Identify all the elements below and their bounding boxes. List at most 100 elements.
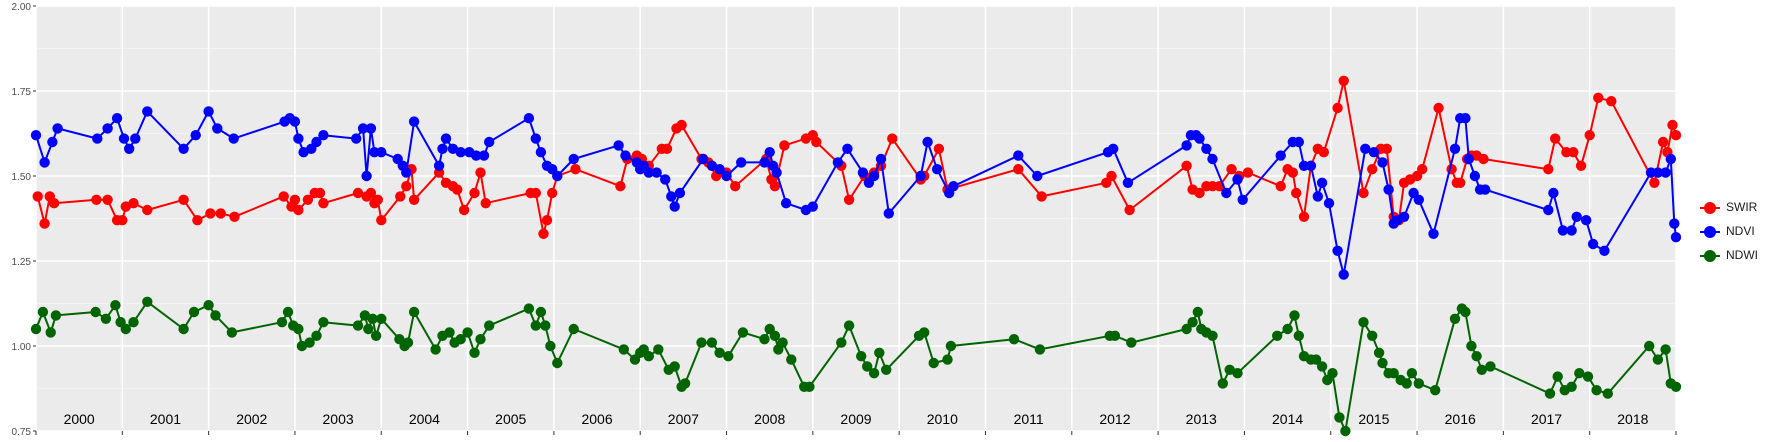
data-point-swir: [293, 204, 304, 216]
data-point-ndwi: [370, 330, 382, 341]
data-point-ndwi: [142, 296, 153, 307]
data-point-ndvi: [1428, 228, 1439, 239]
data-point-ndvi: [1480, 184, 1491, 195]
data-point-swir: [1318, 147, 1330, 158]
data-point-ndvi: [408, 116, 420, 127]
data-point-ndwi: [352, 320, 364, 331]
data-point-swir: [278, 191, 289, 202]
data-point-ndwi: [282, 306, 294, 318]
data-point-ndvi: [401, 167, 412, 178]
data-point-ndvi: [714, 164, 725, 175]
data-point-ndwi: [430, 344, 441, 355]
data-point-ndvi: [1305, 160, 1317, 171]
year-label: 2014: [1272, 411, 1303, 427]
data-point-ndwi: [1367, 330, 1378, 341]
year-label: 2007: [668, 411, 699, 427]
data-point-ndvi: [289, 116, 301, 127]
data-point-swir: [769, 181, 781, 192]
data-point-swir: [1036, 191, 1047, 202]
data-point-swir: [730, 181, 741, 192]
data-point-ndvi: [142, 106, 153, 117]
data-point-ndvi: [111, 113, 123, 124]
data-point-swir: [1667, 119, 1678, 131]
data-point-ndwi: [484, 320, 495, 331]
data-point-ndwi: [919, 327, 930, 338]
data-point-ndwi: [568, 323, 579, 335]
data-point-ndvi: [30, 130, 42, 141]
data-point-ndwi: [737, 327, 749, 338]
data-point-ndvi: [857, 167, 869, 178]
data-point-ndwi: [769, 330, 781, 341]
data-point-swir: [933, 143, 945, 154]
data-point-ndvi: [1413, 194, 1425, 205]
data-point-ndwi: [1413, 378, 1425, 389]
data-point-ndwi: [530, 320, 541, 331]
data-point-swir: [1606, 96, 1617, 107]
data-point-swir: [1417, 164, 1428, 175]
data-point-ndwi: [1181, 323, 1192, 335]
data-point-ndvi: [1275, 150, 1286, 161]
y-tick-label: 1.75: [12, 87, 32, 98]
year-label: 2000: [64, 411, 95, 427]
data-point-ndvi: [1669, 218, 1680, 229]
data-point-ndvi: [842, 143, 853, 154]
data-point-swir: [395, 191, 406, 202]
data-point-swir: [39, 218, 50, 229]
data-point-ndwi: [1334, 412, 1345, 423]
data-point-swir: [1194, 187, 1205, 199]
data-point-swir: [1649, 177, 1660, 188]
data-point-ndwi: [942, 354, 953, 365]
data-point-ndvi: [613, 140, 624, 151]
data-point-ndwi: [120, 323, 131, 335]
data-point-ndvi: [620, 150, 631, 161]
data-point-ndwi: [210, 310, 221, 321]
data-point-ndvi: [361, 170, 372, 182]
data-point-ndwi: [311, 330, 322, 341]
legend-item-ndvi: NDVI: [1698, 220, 1768, 244]
data-point-ndwi: [1289, 310, 1300, 321]
data-point-swir: [1013, 164, 1024, 175]
data-point-ndvi: [1548, 187, 1559, 199]
data-point-ndwi: [1644, 340, 1655, 352]
data-point-ndvi: [102, 123, 113, 134]
data-point-ndvi: [39, 157, 50, 168]
data-point-swir: [128, 198, 139, 209]
data-point-ndwi: [1660, 344, 1671, 355]
data-point-ndvi: [1571, 211, 1582, 222]
data-point-ndvi: [471, 150, 482, 161]
year-labels: 2000 2001 2002 2003 2004 2005 2006 2007 2008 2009…: [64, 411, 1649, 427]
data-point-ndwi: [1282, 323, 1293, 335]
data-point-ndvi: [351, 133, 362, 144]
data-point-swir: [1575, 160, 1587, 171]
data-point-swir: [1106, 170, 1117, 182]
data-point-swir: [547, 187, 558, 199]
data-point-ndvi: [807, 201, 818, 212]
data-point-ndvi: [771, 167, 782, 178]
x-axis: [35, 431, 1677, 435]
data-point-swir: [1670, 130, 1682, 141]
data-point-ndvi: [92, 133, 103, 144]
data-point-swir: [469, 187, 480, 199]
data-point-swir: [178, 194, 189, 205]
data-point-ndvi: [1232, 174, 1243, 185]
data-point-ndvi: [1557, 225, 1569, 236]
data-point-ndvi: [203, 106, 214, 117]
data-point-swir: [1584, 130, 1595, 141]
data-point-ndwi: [856, 351, 867, 362]
data-point-ndwi: [836, 337, 847, 348]
data-point-swir: [1367, 164, 1378, 175]
data-point-ndwi: [1207, 330, 1218, 341]
data-point-ndvi: [883, 208, 894, 219]
data-point-ndwi: [881, 364, 892, 375]
data-point-swir: [1287, 167, 1299, 178]
data-point-ndvi: [1460, 113, 1471, 124]
data-point-ndvi: [1566, 225, 1577, 236]
data-point-ndvi: [455, 147, 466, 158]
data-point-ndwi: [723, 351, 734, 362]
data-point-ndvi: [832, 157, 844, 168]
data-point-swir: [1657, 136, 1669, 148]
data-point-ndvi: [698, 153, 709, 165]
data-point-swir: [1381, 143, 1393, 154]
data-point-ndvi: [124, 143, 135, 154]
data-point-swir: [570, 164, 581, 175]
